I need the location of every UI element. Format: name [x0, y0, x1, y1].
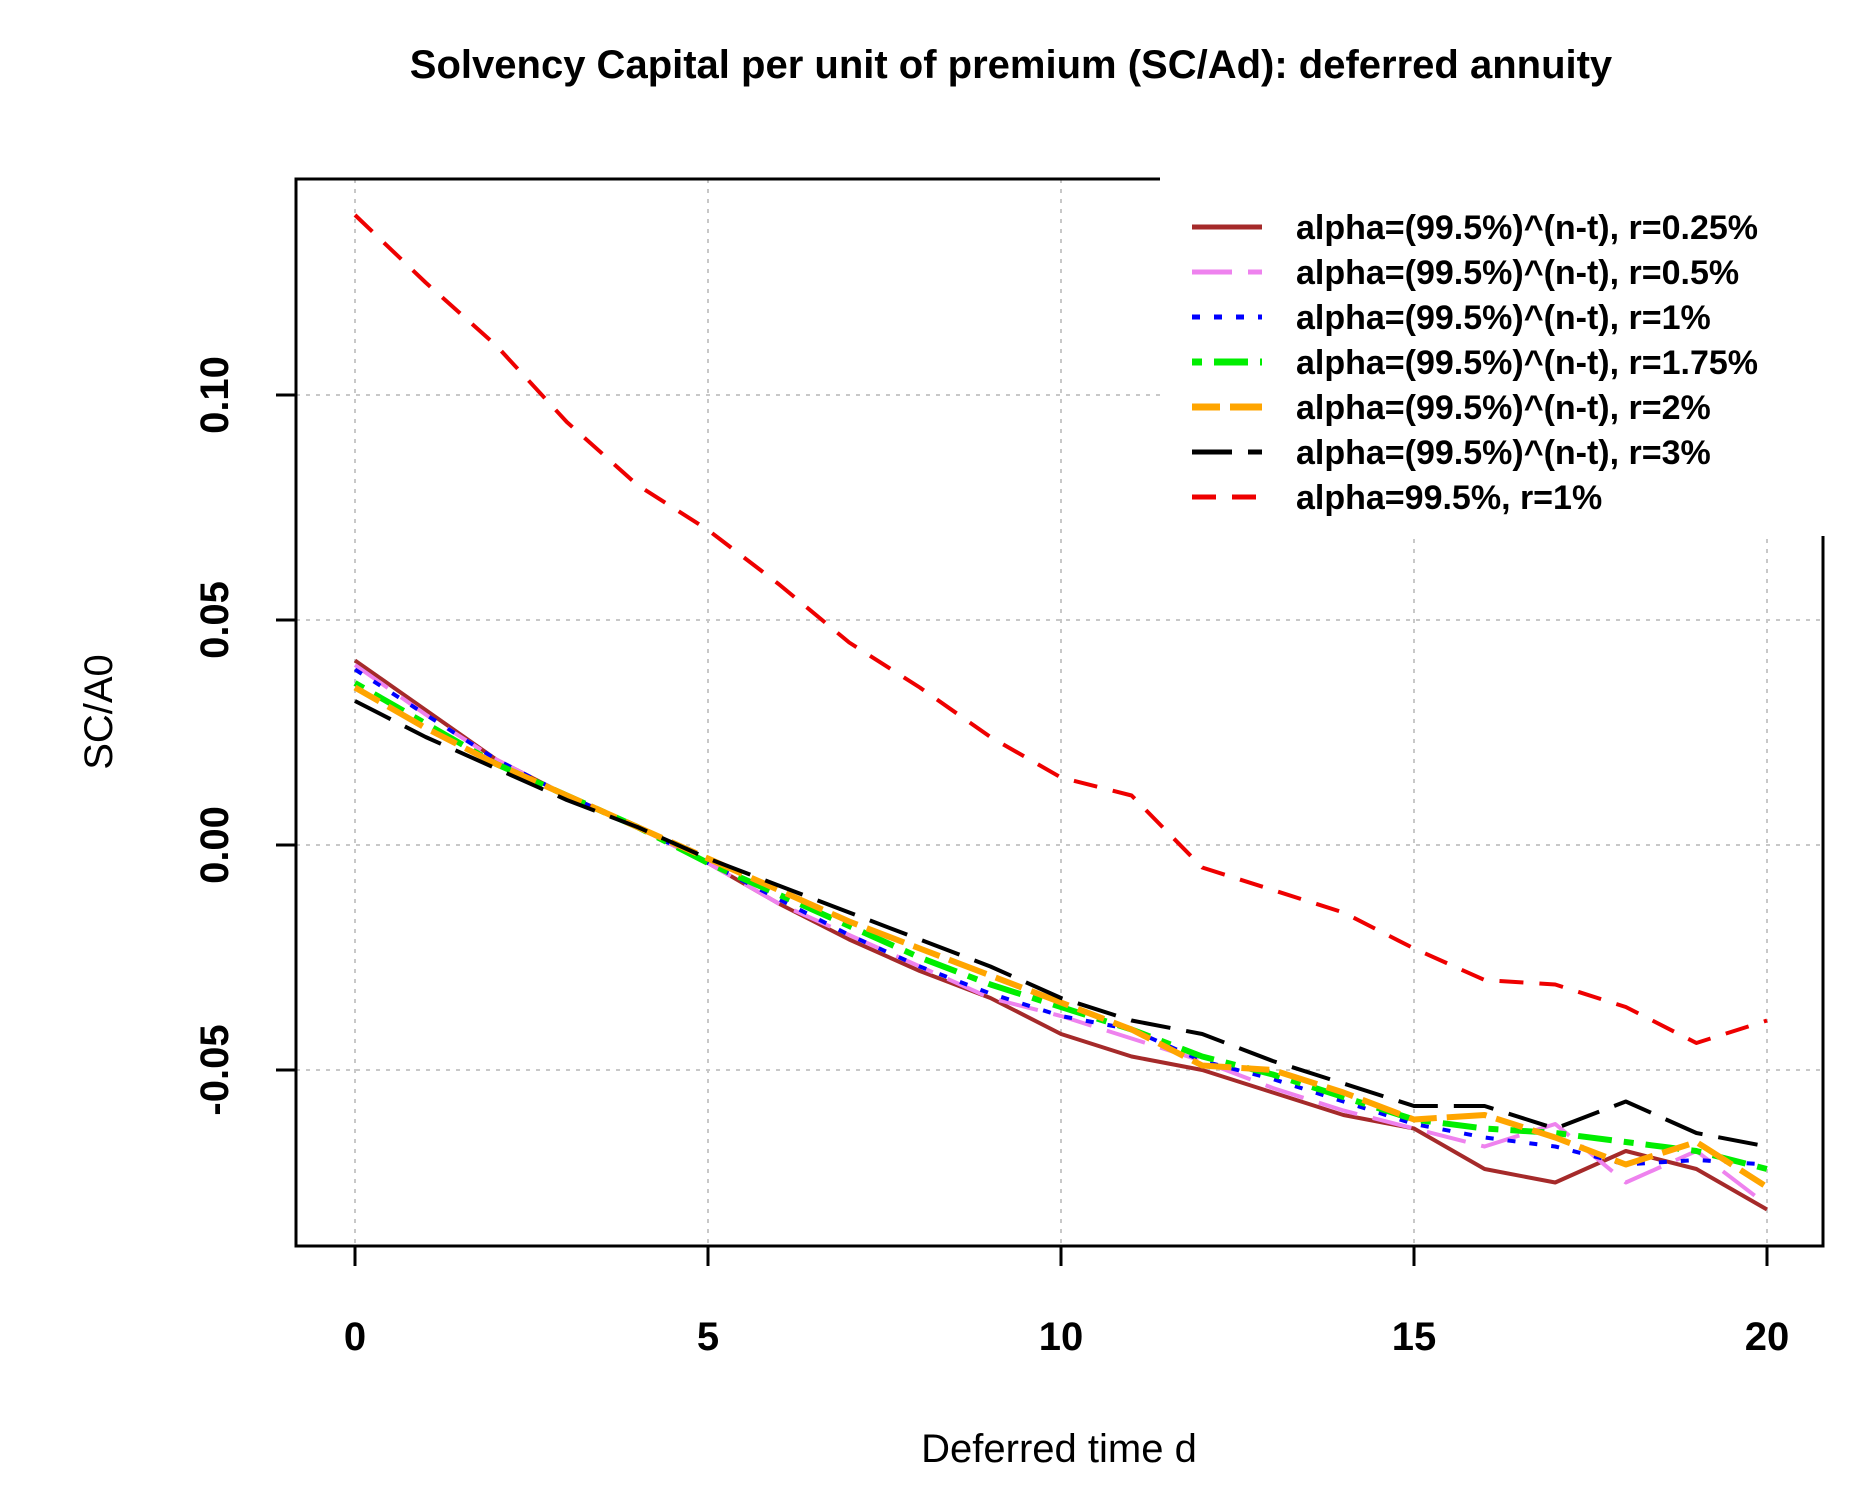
x-tick-label-1: 5	[697, 1315, 719, 1359]
x-axis-label: Deferred time d	[921, 1427, 1197, 1471]
legend-label-3: alpha=(99.5%)^(n-t), r=1.75%	[1296, 344, 1758, 382]
y-axis: -0.05 0.00 0.05 0.10	[193, 356, 298, 1116]
series-line-2	[353, 667, 1768, 1167]
legend-box	[1160, 176, 1826, 536]
legend-label-0: alpha=(99.5%)^(n-t), r=0.25%	[1296, 209, 1758, 247]
legend-label-5: alpha=(99.5%)^(n-t), r=3%	[1296, 434, 1711, 472]
y-tick-label-0: -0.05	[193, 1024, 237, 1115]
series-line-3	[353, 680, 1768, 1172]
series-line-4	[353, 684, 1769, 1190]
x-tick-label-4: 20	[1745, 1315, 1790, 1359]
chart-title: Solvency Capital per unit of premium (SC…	[410, 43, 1613, 87]
legend: alpha=(99.5%)^(n-t), r=0.25% alpha=(99.5%…	[1160, 176, 1826, 536]
y-axis-label: SC/A0	[77, 654, 121, 770]
y-tick-label-3: 0.10	[193, 356, 237, 434]
series-line-6	[353, 213, 1768, 1045]
x-tick-label-2: 10	[1039, 1315, 1084, 1359]
x-tick-label-3: 15	[1392, 1315, 1437, 1359]
series-line-1	[353, 663, 1769, 1207]
x-tick-label-0: 0	[344, 1315, 366, 1359]
legend-label-6: alpha=99.5%, r=1%	[1296, 479, 1602, 517]
series-line-5	[354, 699, 1768, 1149]
series-layer	[353, 213, 1769, 1212]
y-tick-label-1: 0.00	[193, 806, 237, 884]
legend-label-4: alpha=(99.5%)^(n-t), r=2%	[1296, 389, 1711, 427]
legend-label-1: alpha=(99.5%)^(n-t), r=0.5%	[1296, 254, 1739, 292]
x-axis: 0 5 10 15 20	[344, 1244, 1790, 1359]
legend-label-2: alpha=(99.5%)^(n-t), r=1%	[1296, 299, 1711, 337]
y-tick-label-2: 0.05	[193, 581, 237, 659]
series-line-0	[353, 658, 1768, 1212]
